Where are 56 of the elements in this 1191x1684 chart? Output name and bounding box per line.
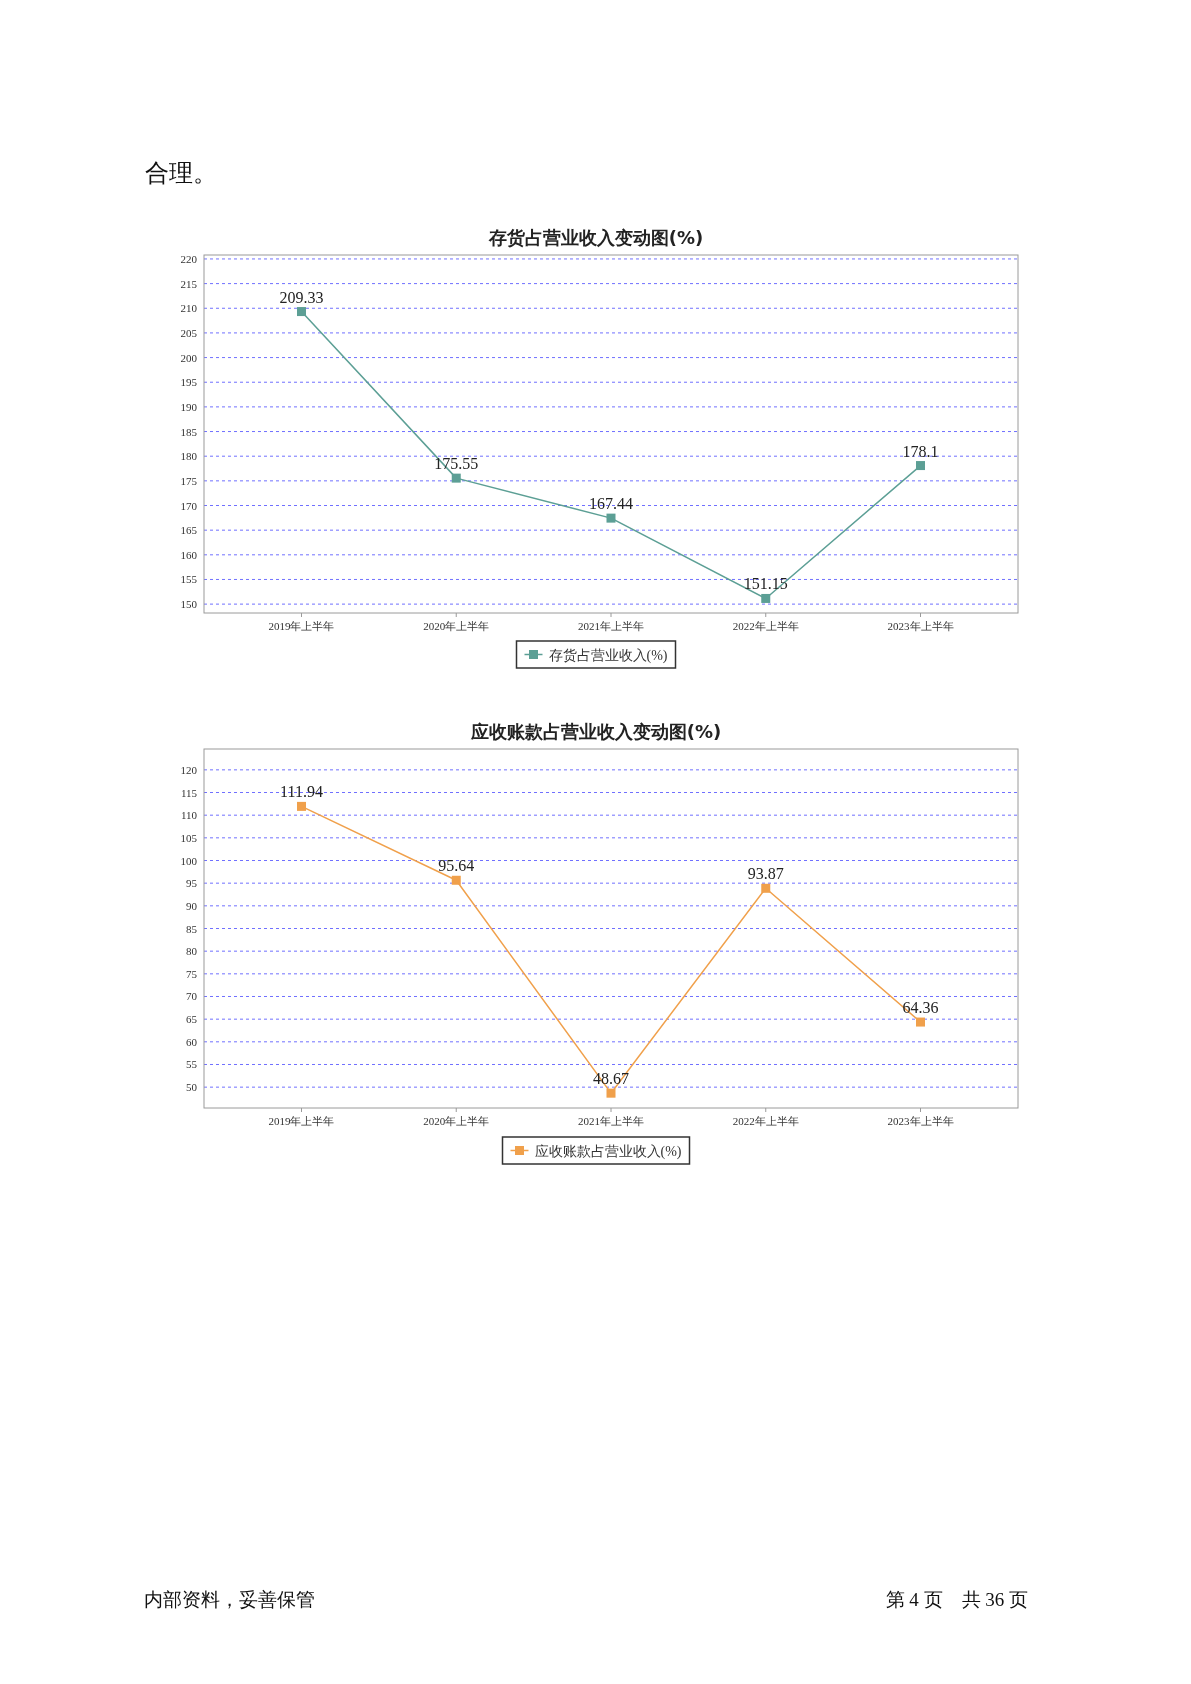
legend-label: 存货占营业收入(%)	[548, 647, 668, 664]
legend-label: 应收账款占营业收入(%)	[534, 1143, 682, 1160]
y-tick-label: 105	[180, 831, 198, 844]
x-tick-label: 2023年上半年	[887, 1115, 954, 1127]
y-tick-label: 215	[180, 277, 198, 290]
y-tick-label: 200	[180, 351, 198, 364]
y-tick-label: 170	[180, 499, 198, 512]
y-tick-label: 100	[180, 854, 198, 867]
y-tick-label: 80	[186, 945, 198, 958]
y-tick-label: 120	[180, 763, 198, 776]
x-tick-label: 2019年上半年	[268, 1115, 335, 1127]
x-tick-label: 2022年上半年	[732, 1115, 799, 1127]
data-label: 178.1	[902, 442, 939, 460]
y-tick-label: 180	[180, 450, 198, 463]
data-label: 64.36	[902, 999, 939, 1017]
y-tick-label: 50	[186, 1081, 198, 1094]
y-tick-label: 70	[186, 990, 198, 1003]
y-tick-label: 85	[186, 922, 198, 935]
data-label: 111.94	[280, 783, 323, 801]
y-tick-label: 175	[180, 474, 198, 487]
y-tick-label: 210	[180, 302, 198, 315]
y-tick-label: 150	[180, 598, 198, 611]
y-tick-label: 205	[180, 326, 198, 339]
x-tick-label: 2020年上半年	[423, 620, 490, 632]
text: 第 4 页 共 36 页	[885, 1589, 1028, 1610]
data-label: 93.87	[747, 865, 784, 883]
data-label: 95.64	[438, 857, 475, 875]
y-tick-label: 90	[186, 899, 198, 912]
y-tick-label: 165	[180, 524, 198, 537]
x-tick-label: 2019年上半年	[268, 620, 335, 632]
x-tick-label: 2021年上半年	[578, 1115, 644, 1127]
y-tick-label: 110	[180, 809, 198, 822]
x-tick-label: 2022年上半年	[732, 620, 799, 632]
text: 合理。	[145, 160, 217, 186]
x-tick-label: 2020年上半年	[423, 1115, 490, 1127]
y-tick-label: 220	[180, 252, 198, 265]
y-tick-label: 155	[180, 573, 198, 586]
y-tick-label: 55	[186, 1058, 198, 1071]
text: 内部资料，妥善保管	[144, 1589, 315, 1610]
y-tick-label: 115	[180, 786, 198, 799]
y-tick-label: 95	[186, 877, 198, 890]
data-label: 209.33	[279, 288, 324, 306]
chart-title: 应收账款占营业收入变动图(%)	[469, 721, 722, 742]
legend: 应收账款占营业收入(%)	[501, 1136, 691, 1165]
y-tick-label: 190	[180, 400, 198, 413]
x-tick-label: 2023年上半年	[887, 620, 954, 632]
x-tick-label: 2021年上半年	[578, 620, 644, 632]
data-label: 167.44	[589, 495, 633, 513]
y-tick-label: 60	[186, 1035, 198, 1048]
legend: 存货占营业收入(%)	[515, 640, 677, 669]
y-tick-label: 195	[180, 376, 198, 389]
y-tick-label: 65	[186, 1013, 198, 1026]
y-tick-label: 75	[186, 967, 198, 980]
y-tick-label: 160	[180, 548, 198, 561]
y-tick-label: 185	[180, 425, 198, 438]
chart-title: 存货占营业收入变动图(%)	[487, 227, 704, 248]
